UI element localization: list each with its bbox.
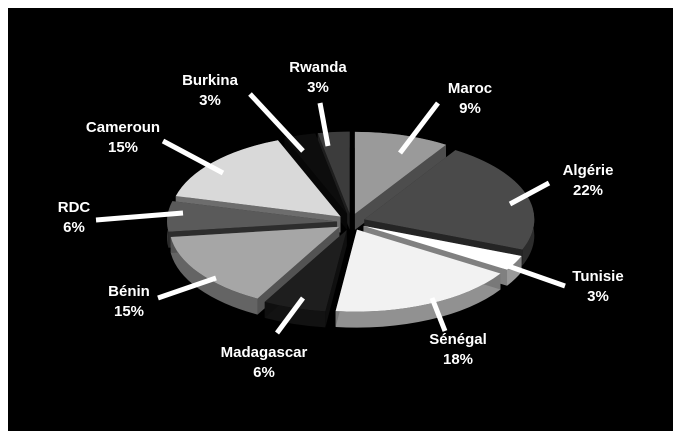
labels-layer: Maroc 9% Algérie 22% Tunisie 3% Sénégal 18% Mada… [58,59,624,381]
label-cameroun: Cameroun [86,119,160,136]
label-senegal: Sénégal [429,331,487,348]
value-label-cameroun: 15% [108,139,138,156]
slice-side-madagascar [264,301,326,328]
leader-line-senegal [429,297,448,332]
slice-rdc [167,201,338,232]
label-tunisie: Tunisie [572,268,623,285]
leader-line-rdc [95,210,184,223]
value-label-maroc: 9% [459,100,481,117]
leader-line-algerie [508,180,551,207]
value-label-algerie: 22% [573,182,603,199]
slice-side-benin [170,236,258,315]
slice-madagascar [264,229,347,312]
label-madagascar: Madagascar [221,344,308,361]
slice-wall-maroc-1 [354,144,446,230]
label-rwanda: Rwanda [289,59,347,76]
leader-line-benin [157,275,217,301]
label-maroc: Maroc [448,80,492,97]
value-label-rdc: 6% [63,219,85,236]
label-benin: Bénin [108,283,150,300]
value-label-burkina: 3% [199,92,221,109]
slice-cameroun [175,140,341,217]
slice-burkina [284,133,348,214]
leader-line-cameroun [161,138,225,176]
slice-side-senegal [335,273,501,328]
leader-line-burkina [248,92,305,153]
value-label-rwanda: 3% [307,79,329,96]
value-label-tunisie: 3% [587,288,609,305]
leader-lines [95,92,566,335]
slice-senegal [335,229,501,312]
value-label-benin: 15% [114,303,144,320]
slice-wall-madagascar-0 [325,229,347,328]
slices-layer [167,131,535,328]
slice-maroc [354,131,446,214]
leader-line-rwanda [317,102,331,147]
value-label-madagascar: 6% [253,364,275,381]
leader-line-madagascar [274,296,306,335]
value-label-senegal: 18% [443,351,473,368]
slice-algerie [364,150,535,250]
chart-area: Maroc 9% Algérie 22% Tunisie 3% Sénégal 18% Mada… [8,8,673,431]
slice-tunisie [363,225,522,270]
label-algerie: Algérie [563,162,614,179]
label-rdc: RDC [58,199,91,216]
leader-line-maroc [398,101,440,155]
slice-rwanda [317,131,350,214]
label-burkina: Burkina [182,72,239,89]
pie-chart: Maroc 9% Algérie 22% Tunisie 3% Sénégal 18% Mada… [58,59,624,381]
leader-line-tunisie [507,263,566,289]
